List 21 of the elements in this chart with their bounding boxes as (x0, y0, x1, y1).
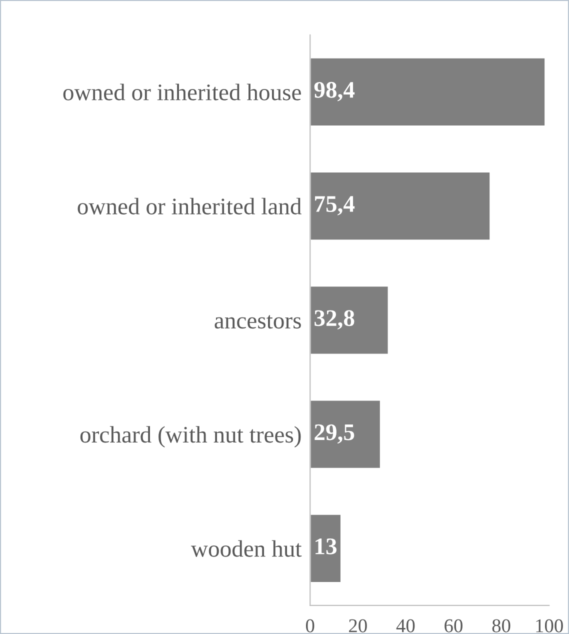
bar (310, 171, 491, 241)
y-tick-label: ancestors (214, 315, 301, 329)
bar (310, 513, 342, 584)
data-label: 32,8 (314, 310, 354, 330)
x-tick-label: 60 (444, 619, 462, 632)
bar (310, 285, 390, 356)
y-tick-label: wooden hut (190, 540, 302, 557)
data-label: 13 (316, 538, 336, 554)
x-tick-label: 20 (349, 619, 367, 632)
y-tick-label: owned or inherited house (63, 84, 301, 100)
x-tick-label: 40 (396, 619, 415, 632)
x-tick-label: 0 (306, 619, 314, 632)
data-label: 29,5 (314, 424, 354, 444)
bar (310, 57, 546, 127)
data-label: 75,4 (315, 196, 355, 216)
data-label: 98,4 (314, 82, 355, 102)
bar (310, 399, 382, 470)
y-tick-label: orchard (with nut trees) (80, 426, 301, 448)
x-tick-label: 100 (536, 619, 563, 632)
x-tick-label: 80 (492, 619, 510, 632)
y-tick-label: owned or inherited land (78, 198, 302, 214)
